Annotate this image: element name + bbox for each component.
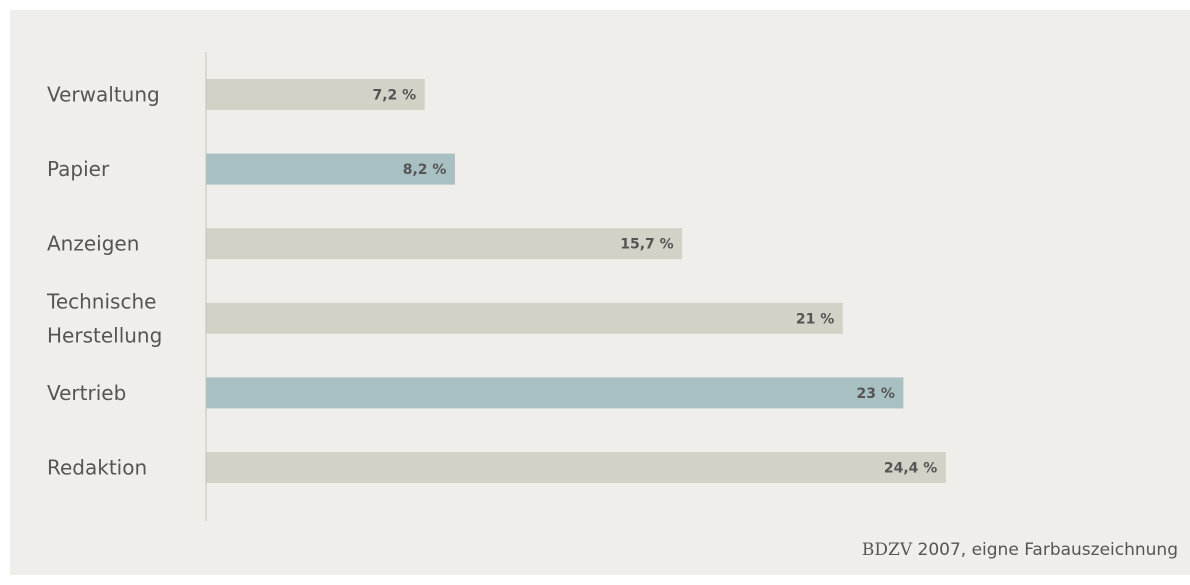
category-label: Vertrieb xyxy=(47,381,126,405)
category-label-line: Redaktion xyxy=(47,456,147,480)
category-label-line: Vertrieb xyxy=(47,381,126,405)
bar-value-label: 21 % xyxy=(796,311,834,327)
bar xyxy=(206,377,904,409)
bar-value-label: 23 % xyxy=(857,386,895,402)
bar-value-label: 8,2 % xyxy=(403,162,447,178)
bar xyxy=(206,302,843,334)
bar xyxy=(206,153,455,185)
category-label-line: Anzeigen xyxy=(47,232,139,256)
source-org: BDZV xyxy=(861,540,913,560)
bar-value-label: 15,7 % xyxy=(620,237,673,253)
bar-value-label: 7,2 % xyxy=(372,88,416,104)
category-label-line: Technische xyxy=(46,289,156,313)
category-label: Technische Herstellung xyxy=(46,289,162,347)
category-label-line: Verwaltung xyxy=(47,83,160,107)
category-label: Redaktion xyxy=(47,456,147,480)
bar xyxy=(206,228,683,260)
category-label: Verwaltung xyxy=(47,83,160,107)
category-label: Papier xyxy=(47,157,110,181)
bar-value-label: 24,4 % xyxy=(884,461,937,477)
category-label: Anzeigen xyxy=(47,232,139,256)
source-note: BDZV 2007, eigne Farbauszeichnung xyxy=(862,540,1178,560)
category-label-line: Herstellung xyxy=(47,323,162,347)
source-rest: 2007, eigne Farbauszeichnung xyxy=(912,540,1179,560)
category-label-line: Papier xyxy=(47,157,110,181)
bar xyxy=(206,79,425,110)
bar xyxy=(206,452,946,483)
